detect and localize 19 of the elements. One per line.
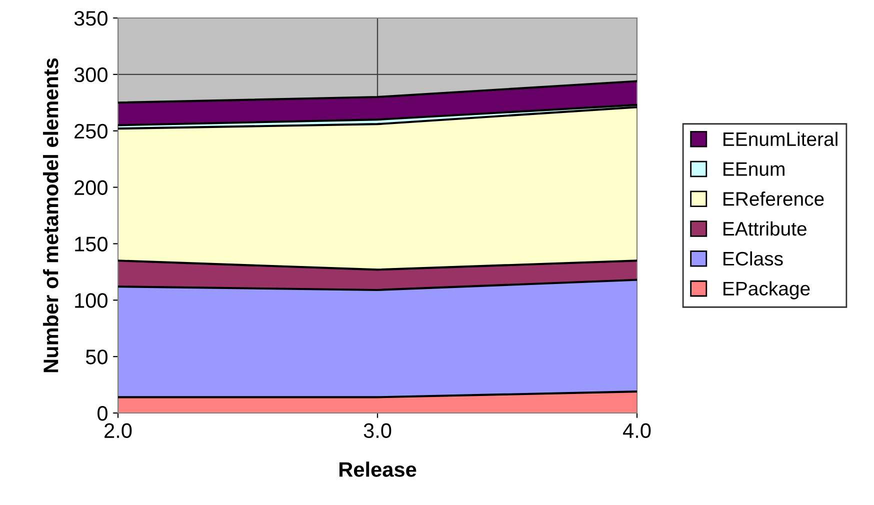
y-tick-label: 300: [74, 67, 108, 82]
legend-label: EPackage: [724, 281, 810, 300]
x-tick-label: 3.0: [364, 423, 392, 438]
x-tick-label: 2.0: [104, 423, 132, 438]
legend-label: EEnumLiteral: [724, 132, 838, 146]
x-tick-label: 4.0: [623, 423, 651, 438]
legend-label: EReference: [724, 192, 824, 206]
x-axis-title: Release: [340, 462, 416, 477]
y-tick-label: 100: [75, 293, 108, 308]
y-axis-title: Number of metamodel elements: [42, 58, 58, 372]
y-tick-label: 350: [74, 11, 108, 26]
legend-label: EEnum: [724, 162, 784, 176]
y-tick-label: 150: [75, 236, 108, 252]
legend-label: EClass: [724, 251, 783, 266]
legend-label: EAttribute: [724, 221, 806, 236]
y-tick-label: 200: [74, 180, 108, 196]
y-tick-label: 50: [86, 350, 108, 364]
y-tick-label: 250: [74, 124, 108, 139]
y-tick-label: 0: [98, 406, 108, 421]
